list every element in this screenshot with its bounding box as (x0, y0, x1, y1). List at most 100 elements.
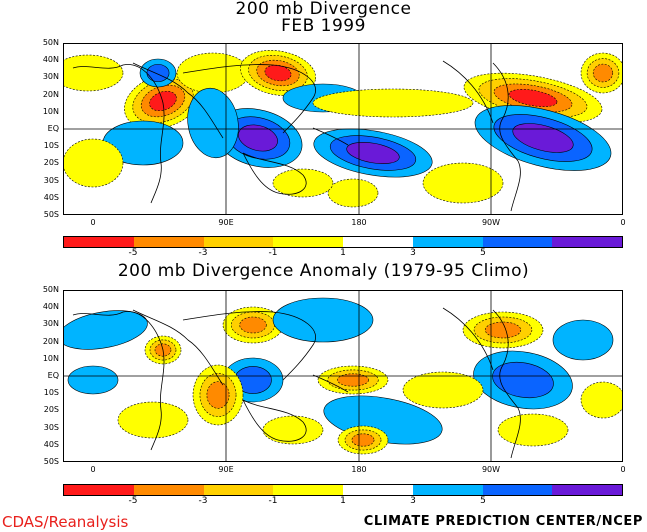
lat-label: 30N (42, 72, 59, 82)
coastline (182, 311, 316, 381)
contour-region (117, 401, 189, 439)
contour-region (238, 124, 278, 152)
lon-label: 90W (481, 465, 501, 474)
colorbar-swatch (273, 237, 343, 247)
colorbar-tick: -3 (198, 496, 208, 506)
lat-label: 10N (42, 106, 59, 116)
map1-title-line1: 200 mb Divergence (235, 0, 412, 19)
lon-label: 90E (218, 465, 234, 474)
colorbar-bottom (63, 484, 623, 496)
colorbar-swatch (552, 485, 622, 495)
map-frame (63, 290, 623, 462)
coastline (182, 64, 316, 134)
contour-region (146, 64, 170, 82)
colorbar-tick: 3 (410, 496, 416, 506)
coastline (442, 307, 494, 371)
contour-region (402, 371, 484, 409)
colorbar-swatch (343, 485, 413, 495)
lat-label: 40N (42, 302, 59, 312)
lon-label: 180 (351, 218, 367, 227)
contour-region (239, 316, 267, 334)
lat-label: EQ (47, 371, 59, 380)
coastlines (72, 60, 521, 212)
grid (63, 43, 623, 215)
colorbar-swatch (64, 237, 134, 247)
colorbar-swatch (273, 485, 343, 495)
lon-label: 90W (481, 218, 501, 227)
contour-region (262, 415, 324, 445)
colorbar-tick: 1 (340, 248, 346, 258)
coastline (242, 152, 307, 195)
lon-label: 180 (351, 465, 367, 474)
colorbar-tick: -5 (128, 496, 138, 506)
contour-region (492, 361, 554, 399)
lat-label: 10S (43, 388, 59, 398)
coastline (72, 64, 165, 204)
coastline (442, 60, 494, 124)
contour-region (63, 54, 124, 92)
lat-label: 30S (43, 422, 59, 432)
colorbar-swatch (343, 237, 413, 247)
contour-region (346, 142, 400, 164)
colorbar-swatch (482, 237, 553, 247)
colorbar-tick: -5 (128, 248, 138, 258)
colorbar-tick: 5 (480, 496, 486, 506)
divergence-anomaly-map (63, 290, 623, 462)
colorbar-swatch (203, 237, 274, 247)
colorbar-tick: 1 (340, 496, 346, 506)
contour-region (552, 319, 614, 361)
contour-region (351, 433, 375, 447)
contour-region (312, 88, 474, 118)
colorbar-swatch (412, 237, 483, 247)
lon-label: 90E (218, 218, 234, 227)
contour-region (272, 168, 334, 198)
lon-label: 0 (90, 465, 96, 474)
map-frame (63, 43, 623, 215)
contour-fields (63, 297, 623, 455)
colorbar-top (63, 236, 623, 248)
lat-label: 30N (42, 319, 59, 329)
lat-label: 20N (42, 89, 59, 99)
colorbar-swatch (133, 237, 204, 247)
colorbar-tick: -1 (268, 248, 278, 258)
colorbar-swatch (64, 485, 134, 495)
contour-region (512, 123, 574, 153)
lat-label: 20N (42, 336, 59, 346)
lat-label: 40N (42, 55, 59, 65)
map2-title-line1: 200 mb Divergence Anomaly (1979-95 Climo… (117, 261, 530, 281)
contour-region (497, 413, 569, 447)
contour-region (63, 138, 124, 188)
colorbar-swatch (552, 237, 622, 247)
lat-label: 20S (43, 158, 59, 168)
contour-region (580, 381, 623, 419)
contour-region (484, 321, 522, 339)
lat-label: 20S (43, 405, 59, 415)
footer-credit: CLIMATE PREDICTION CENTER/NCEP (363, 514, 643, 529)
contour-region (272, 297, 374, 343)
colorbar-swatch (482, 485, 553, 495)
colorbar-swatch (203, 485, 274, 495)
colorbar-tick: -3 (198, 248, 208, 258)
lat-label: 50N (42, 38, 59, 47)
contour-region (508, 89, 558, 107)
contour-region (63, 310, 148, 350)
footer-source: CDAS/Reanalysis (2, 513, 129, 531)
grid (63, 290, 623, 462)
colorbar-tick: 5 (480, 248, 486, 258)
contour-region (422, 162, 504, 204)
divergence-map (63, 43, 623, 215)
coastline (132, 309, 224, 386)
contour-region (206, 381, 230, 409)
lat-label: 10S (43, 141, 59, 151)
contour-region (337, 373, 369, 387)
contour-region (327, 178, 379, 208)
lat-label: 40S (43, 439, 59, 449)
contour-region (592, 63, 614, 83)
contour-region (176, 52, 250, 94)
map1-title-line2: FEB 1999 (281, 16, 366, 36)
lon-label: 0 (620, 218, 626, 227)
colorbar-tick: -1 (268, 496, 278, 506)
lat-label: EQ (47, 124, 59, 133)
lat-label: 50N (42, 285, 59, 294)
colorbar-swatch (133, 485, 204, 495)
